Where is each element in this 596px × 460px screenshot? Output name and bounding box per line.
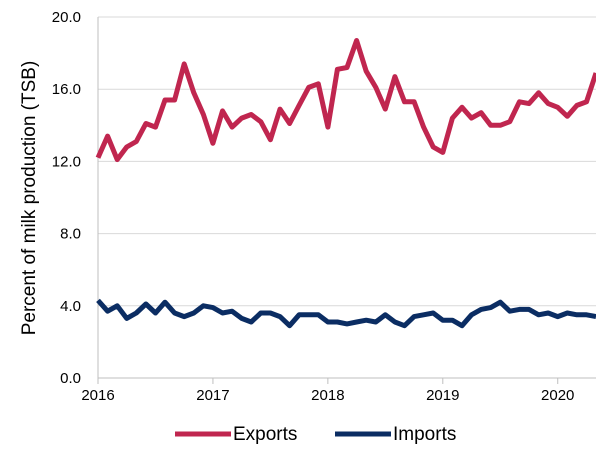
x-tick-label-0: 2016 [81, 387, 114, 404]
x-tick-label-4: 2020 [541, 387, 574, 404]
x-tick-label-1: 2017 [196, 387, 229, 404]
y-tick-label-5: 20.0 [52, 9, 81, 26]
axes [97, 17, 596, 384]
x-tick-labels: 2016 2017 2018 2019 2020 [81, 387, 574, 404]
y-tick-label-3: 12.0 [52, 153, 81, 170]
legend-label-exports: Exports [233, 424, 297, 445]
y-axis-title: Percent of milk production (TSB) [19, 61, 40, 336]
series-line-exports [95, 38, 596, 163]
legend: Exports Imports [175, 424, 456, 445]
x-tick-label-2: 2018 [311, 387, 344, 404]
x-tick-label-3: 2019 [426, 387, 459, 404]
y-tick-label-0: 0.0 [60, 370, 81, 387]
gridlines [98, 16, 596, 307]
y-tick-label-1: 4.0 [60, 298, 81, 315]
series-lines [95, 38, 596, 329]
y-tick-label-2: 8.0 [60, 226, 81, 243]
y-tick-label-4: 16.0 [52, 81, 81, 98]
legend-label-imports: Imports [393, 424, 456, 445]
y-tick-labels: 0.0 4.0 8.0 12.0 16.0 20.0 [52, 9, 81, 387]
series-line-imports [96, 298, 596, 329]
